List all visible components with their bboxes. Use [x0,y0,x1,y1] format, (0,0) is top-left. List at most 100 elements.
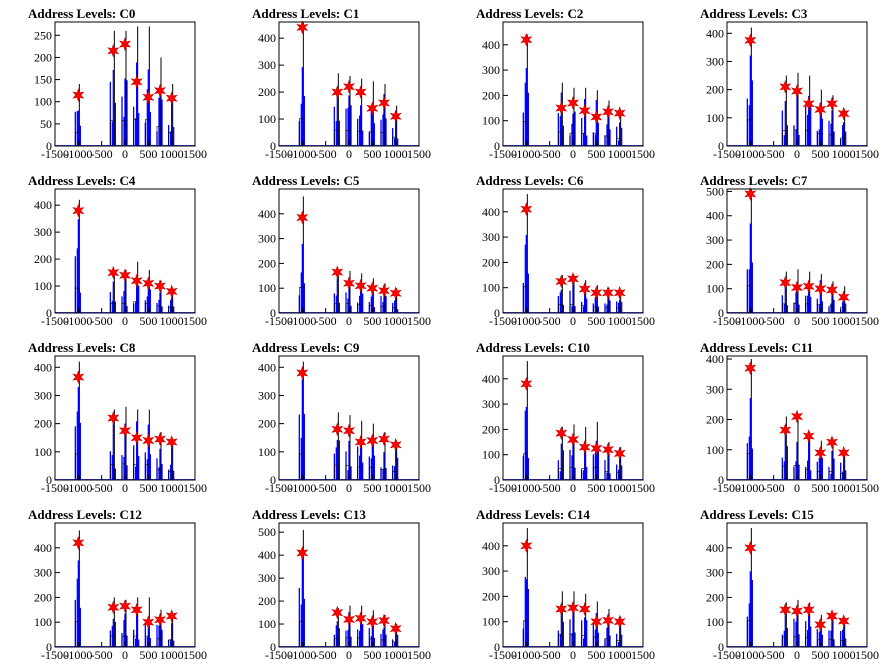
peak-marker [130,602,143,617]
x-tick-label: 500 [139,648,157,662]
x-tick-label: 500 [811,147,829,161]
x-tick-label: 500 [139,481,157,495]
peak-marker [107,43,120,58]
x-tick-label: 0 [346,481,352,495]
x-tick-label: 500 [363,314,381,328]
x-tick-label: -1500 [489,147,517,161]
x-tick-label: -1500 [713,481,741,495]
y-tick-label: 300 [258,58,276,72]
x-tick-label: 0 [794,314,800,328]
peak-marker [601,285,615,300]
chart-title: Address Levels: C7 [700,173,808,188]
peak-marker [142,433,155,448]
y-tick-label: 300 [34,388,52,402]
x-tick-label: -500 [539,481,561,495]
peak-marker [520,376,533,391]
peak-marker [366,281,379,296]
x-tick-label: -1500 [41,648,69,662]
peak-marker [578,103,591,118]
peak-marker [342,79,356,94]
y-tick-label: 100 [482,448,500,462]
y-tick-label: 300 [258,388,276,402]
peak-marker [331,265,344,280]
peak-marker [601,613,615,628]
y-tick-label: 400 [258,548,276,562]
y-tick-label: 100 [258,112,276,126]
x-tick-label: 500 [811,648,829,662]
peak-marker [107,411,120,425]
y-tick-label: 300 [34,225,52,239]
y-tick-label: 200 [258,85,276,99]
y-tick-label: 300 [482,564,500,578]
x-tick-label: -1500 [41,481,69,495]
peak-marker [555,101,568,115]
y-tick-label: 200 [34,50,52,64]
x-tick-label: 1000 [832,481,856,495]
x-tick-label: -1000 [288,314,316,328]
x-tick-label: -1500 [713,648,741,662]
peak-marker [613,106,626,121]
chart-title: Address Levels: C12 [28,507,142,522]
x-tick-label: 1500 [183,648,207,662]
x-tick-label: -1000 [512,648,540,662]
y-tick-label: 50 [40,117,52,131]
y-tick-label: 200 [706,257,724,271]
chart-title: Address Levels: C3 [700,6,808,21]
peak-marker [601,104,615,119]
peak-marker [142,615,155,630]
x-tick-label: -500 [91,481,113,495]
peak-marker [566,600,580,615]
x-tick-label: 1000 [384,481,408,495]
x-tick-label: 500 [363,648,381,662]
y-tick-label: 100 [706,111,724,125]
x-tick-label: -1000 [64,314,92,328]
peak-marker [153,83,167,98]
y-tick-label: 0 [270,306,276,320]
x-tick-label: -1000 [512,147,540,161]
x-tick-label: -1000 [288,481,316,495]
peak-marker [779,602,792,617]
peak-marker [118,599,132,614]
chart-title: Address Levels: C14 [476,507,590,522]
x-tick-label: -1000 [736,648,764,662]
peak-marker [590,441,603,456]
x-tick-label: -500 [763,648,785,662]
chart-title: Address Levels: C11 [700,340,813,355]
peak-marker [578,440,591,455]
x-tick-label: 500 [363,481,381,495]
x-tick-label: 1000 [608,147,632,161]
y-tick-label: 200 [258,417,276,431]
peak-marker [779,423,792,438]
peak-marker [566,271,580,286]
chart-panel-15: Address Levels: C15-1500-1000-500 0 500 100… [700,507,879,662]
peak-marker [130,74,143,89]
y-tick-label: 100 [706,282,724,296]
y-tick-label: 150 [34,73,52,87]
x-tick-label: 1000 [608,648,632,662]
x-tick-label: 500 [811,481,829,495]
peak-marker [389,621,402,636]
x-tick-label: 0 [122,314,128,328]
y-tick-label: 100 [706,443,724,457]
chart-title: Address Levels: C1 [252,6,359,21]
chart-panel-10: Address Levels: C10-1500-1000-500 0 500 100… [476,340,655,495]
peak-marker [142,90,155,105]
y-tick-label: 200 [34,417,52,431]
y-tick-label: 300 [482,63,500,77]
chart-panel-12: Address Levels: C12-1500-1000-500 0 500 100… [28,507,207,662]
x-tick-label: 0 [570,648,576,662]
peak-marker [331,422,344,437]
chart-panel-6: Address Levels: C6-1500-1000-500 0 500 1000… [476,173,655,328]
x-tick-label: -1000 [288,648,316,662]
x-tick-label: 1000 [384,147,408,161]
y-tick-label: 300 [482,397,500,411]
chart-panel-4: Address Levels: C4-1500-1000-500 0 500 1000… [28,173,207,328]
x-tick-label: -1000 [736,147,764,161]
y-tick-label: 200 [482,422,500,436]
peak-marker [837,445,850,460]
y-tick-label: 400 [482,38,500,52]
x-tick-label: 500 [139,314,157,328]
x-tick-label: 0 [122,648,128,662]
x-tick-label: 1500 [183,147,207,161]
peak-marker [165,91,178,106]
